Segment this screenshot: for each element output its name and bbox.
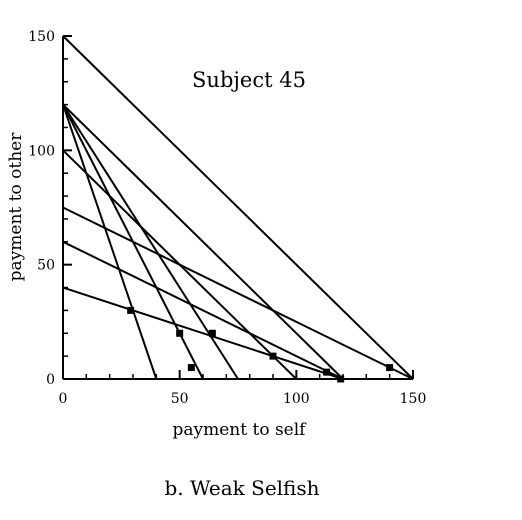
choice-point xyxy=(386,364,394,372)
y-tick-label: 150 xyxy=(28,29,55,45)
choice-point xyxy=(187,364,195,372)
x-ticks: 0 50 100 150 xyxy=(59,370,427,407)
x-axis-title: payment to self xyxy=(173,420,308,440)
budget-line xyxy=(62,104,239,380)
x-tick-label: 0 xyxy=(59,391,68,407)
budget-line xyxy=(62,286,344,380)
budget-line xyxy=(62,206,414,380)
chart-title: Subject 45 xyxy=(192,68,306,92)
choice-point xyxy=(323,368,331,376)
choice-point xyxy=(176,329,184,337)
budget-line xyxy=(62,104,158,380)
x-tick-label: 50 xyxy=(171,391,189,407)
y-axis-title: payment to other xyxy=(6,132,26,282)
y-tick-label: 0 xyxy=(46,372,55,388)
budget-line xyxy=(62,240,344,380)
figure-caption: b. Weak Selfish xyxy=(164,476,319,500)
choice-point xyxy=(208,329,216,337)
choice-point xyxy=(127,306,135,314)
x-tick-label: 100 xyxy=(283,391,310,407)
budget-line xyxy=(62,35,414,380)
y-tick-label: 100 xyxy=(28,143,55,159)
budget-line xyxy=(62,103,344,380)
choice-point xyxy=(269,352,277,360)
x-tick-label: 150 xyxy=(400,391,427,407)
minor-ticks xyxy=(63,58,391,379)
y-tick-label: 50 xyxy=(37,258,55,274)
y-ticks: 0 50 100 150 xyxy=(28,29,72,388)
